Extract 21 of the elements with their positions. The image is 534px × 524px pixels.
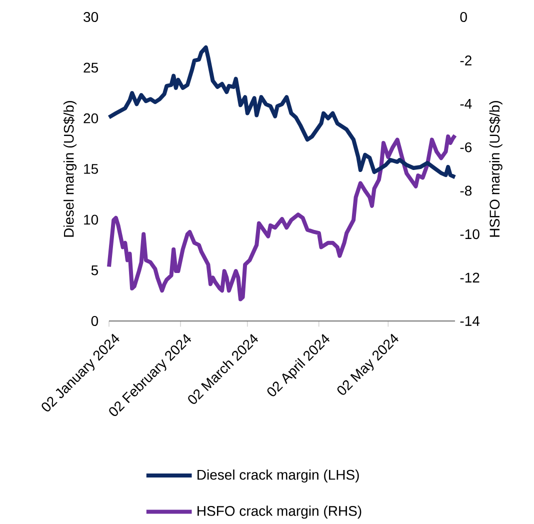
y-tick-label: 25 <box>84 62 98 73</box>
legend-label: Diesel crack margin (LHS) <box>198 469 359 483</box>
y2-tick-label: -6 <box>460 142 472 152</box>
y-axis-title: Diesel margin (US$/b) <box>63 101 77 237</box>
line-series <box>107 133 458 302</box>
y-tick-label: 10 <box>84 214 98 225</box>
y2-tick-label: -12 <box>460 272 480 282</box>
y-tick-label: 20 <box>84 113 98 124</box>
y2-tick-label: -4 <box>460 99 472 109</box>
y2-tick-label: -10 <box>460 229 480 240</box>
y2-tick-label: -8 <box>460 186 472 196</box>
y2-axis-title: HSFO margin (US$/b) <box>489 101 502 237</box>
y2-tick-label: 0 <box>460 12 467 22</box>
legend-label: HSFO crack margin (RHS) <box>198 506 362 519</box>
y-tick-label: 30 <box>84 12 98 22</box>
line-series <box>107 45 458 180</box>
y-tick-label: 15 <box>84 164 98 174</box>
y-tick-label: 0 <box>91 316 98 326</box>
y-tick-label: 5 <box>91 265 98 276</box>
y2-tick-label: -14 <box>460 316 480 326</box>
y2-tick-label: -2 <box>460 56 472 66</box>
